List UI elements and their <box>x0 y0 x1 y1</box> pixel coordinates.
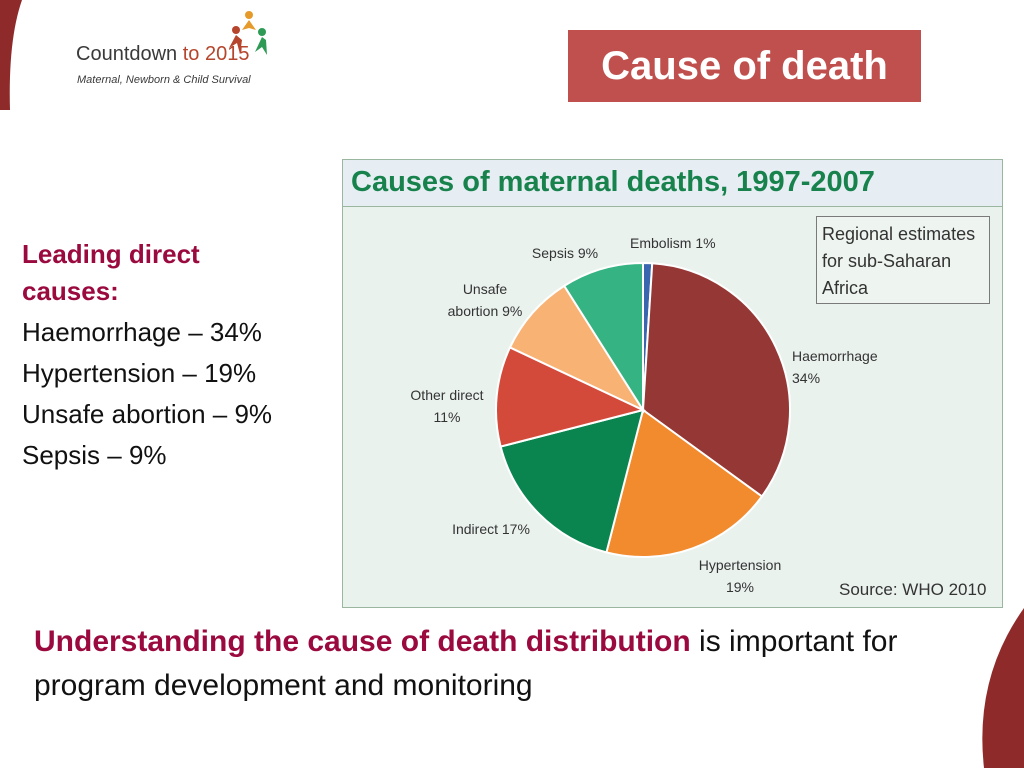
slice-label-haemorrhage: Haemorrhage 34% <box>792 348 878 386</box>
leading-cause-item: Haemorrhage – 34% <box>22 317 262 347</box>
chart-title: Causes of maternal deaths, 1997-2007 <box>351 166 875 198</box>
pie-slice-indirect <box>499 408 645 554</box>
logo-wordmark: Countdown to 2015 <box>76 43 249 66</box>
logo-subtitle: Maternal, Newborn & Child Survival <box>77 74 251 86</box>
slice-label-hypertension: Hypertension 19% <box>699 557 782 595</box>
slice-label-embolism: Embolism 1% <box>630 235 716 251</box>
leading-causes-heading: Leading direct causes: <box>22 239 200 306</box>
leading-causes-panel: Leading direct causes: Haemorrhage – 34%… <box>22 236 332 476</box>
slide-title: Cause of death <box>568 30 921 102</box>
leading-cause-item: Sepsis – 9% <box>22 440 167 470</box>
leading-cause-item: Unsafe abortion – 9% <box>22 399 273 429</box>
chart-title-bar: Causes of maternal deaths, 1997-2007 <box>343 160 1002 207</box>
chart-subtitle-box: Regional estimates for sub-Saharan Afric… <box>816 216 990 304</box>
pie-slice-other-direct <box>495 346 646 448</box>
slice-label-unsafe-abortion: Unsafe abortion 9% <box>448 281 523 319</box>
chart-source: Source: WHO 2010 <box>839 580 987 599</box>
slice-label-sepsis: Sepsis 9% <box>532 245 598 261</box>
pie-chart: Embolism 1% Haemorrhage 34% Hypertension 19%… <box>410 235 878 595</box>
logo-brand-main: Countdown <box>76 43 178 65</box>
bottom-rest: is important for program development and… <box>34 625 898 702</box>
leading-cause-item: Hypertension – 19% <box>22 358 257 388</box>
slice-label-indirect: Indirect 17% <box>452 521 530 537</box>
slice-label-other-direct: Other direct 11% <box>410 387 483 425</box>
countdown-logo: Countdown to 2015 Maternal, Newborn & Ch… <box>76 10 336 90</box>
bottom-statement: Understanding the cause of death distrib… <box>34 620 934 708</box>
maternal-deaths-chart: Causes of maternal deaths, 1997-2007 Emb… <box>342 159 1003 608</box>
pie-slice-haemorrhage <box>641 262 791 498</box>
people-figures-icon <box>229 11 267 55</box>
pie-slice-hypertension <box>605 408 764 558</box>
bottom-highlight: Understanding the cause of death distrib… <box>34 625 691 658</box>
logo-brand-accent: to 2015 <box>182 43 250 65</box>
corner-decoration-bottom-right <box>982 608 1024 768</box>
corner-decoration-top-left <box>0 0 22 110</box>
pie-slice-unsafe-abortion <box>508 284 646 413</box>
pie-slice-sepsis <box>562 261 644 414</box>
